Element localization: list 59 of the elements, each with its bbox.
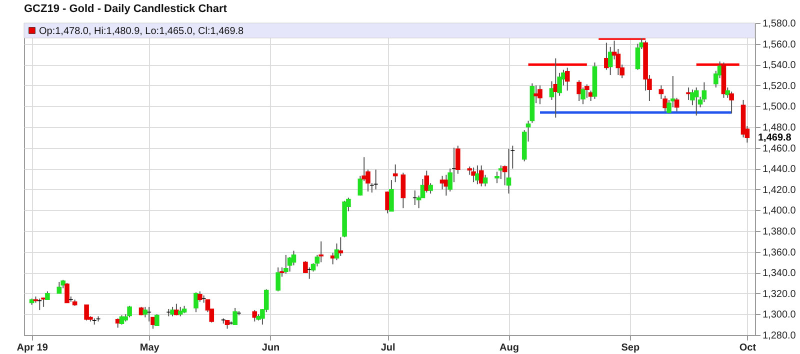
candlestick (56, 281, 62, 294)
y-tick-label: 1,380.0 (762, 226, 796, 238)
candlestick (729, 91, 734, 114)
candlestick (576, 80, 582, 102)
candlestick (498, 164, 504, 180)
candlestick (338, 236, 344, 256)
y-tick-label: 1,560.0 (762, 39, 796, 50)
candlestick (389, 180, 394, 212)
x-tick-label: Oct (739, 342, 757, 354)
x-tick-label: Sep (621, 342, 640, 354)
candlestick (127, 305, 132, 318)
y-tick-label: 1,300.0 (762, 310, 796, 321)
candlestick (482, 174, 488, 187)
candlestick (471, 167, 476, 183)
candlestick (330, 252, 336, 265)
candlestick (400, 172, 406, 209)
candlestick (694, 86, 699, 116)
candlestick (284, 254, 288, 274)
x-tick-label: Aug (500, 342, 519, 354)
candlestick (142, 306, 148, 318)
y-tick-label: 1,360.0 (762, 247, 796, 258)
chart-title: GCZ19 - Gold - Daily Candlestick Chart (24, 3, 228, 15)
candlestick (506, 148, 512, 194)
x-tick-label: May (140, 342, 160, 354)
y-tick-label: 1,520.0 (762, 80, 796, 92)
text: 1,469.8 (758, 132, 792, 144)
candlestick (84, 304, 89, 321)
candlestick (252, 310, 258, 322)
y-tick-label: 1,400.0 (762, 206, 796, 217)
candlestick (64, 282, 70, 304)
y-tick-label: 1,340.0 (762, 268, 796, 280)
y-tick-label: 1,540.0 (762, 60, 796, 72)
candlestick (424, 170, 430, 194)
annotation: Op:1,478.0, Hi:1,480.9, Lo:1,465.0, Cl:1,469.8 (39, 26, 244, 37)
candlestick (392, 164, 398, 183)
candlestick (276, 266, 280, 292)
candlestick (41, 297, 46, 308)
x-tick-label: Jun (262, 342, 280, 354)
y-tick-label: 1,580.0 (762, 18, 796, 30)
candlestick (198, 290, 202, 302)
candlestick (194, 292, 198, 313)
y-tick-label: 1,320.0 (762, 288, 796, 300)
y-tick-label: 1,280.0 (762, 330, 796, 342)
x-tick-label: Jul (380, 342, 396, 354)
candlestick (318, 240, 324, 263)
candlestick (538, 84, 542, 105)
candlestick (428, 182, 433, 194)
candlestick (232, 307, 238, 326)
candlestick (702, 82, 707, 103)
y-tick-label: 1,460.0 (762, 143, 796, 154)
y-tick-label: 1,420.0 (762, 184, 796, 196)
candlestick (564, 67, 570, 92)
candlestick (478, 164, 484, 187)
x-tick-label: Apr 19 (16, 342, 48, 354)
y-tick-label: 1,500.0 (762, 102, 796, 113)
y-tick-label: 1,480.0 (762, 122, 796, 134)
candlestick (154, 314, 160, 326)
y-tick-label: 1,440.0 (762, 164, 796, 176)
candlestick (178, 306, 183, 317)
